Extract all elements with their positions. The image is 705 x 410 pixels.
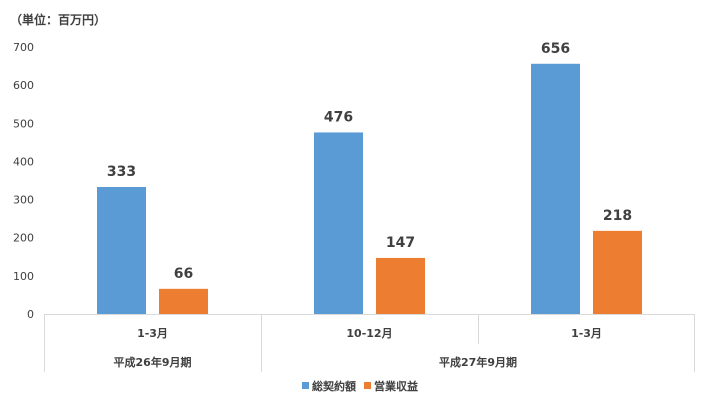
y-tick-label: 300	[13, 194, 34, 207]
data-label: 656	[541, 41, 570, 57]
x-axis	[44, 314, 695, 372]
group-label: 平成27年9月期	[439, 355, 517, 369]
bar-operating-revenue	[593, 230, 642, 314]
data-labels: 333 66 476 147 656 218	[107, 41, 632, 282]
group-label: 平成26年9月期	[114, 355, 192, 369]
data-label: 476	[324, 109, 353, 125]
y-tick-label: 100	[13, 270, 34, 283]
bar-operating-revenue	[159, 288, 208, 314]
bars	[97, 63, 642, 315]
legend-swatch	[302, 382, 309, 389]
bar-operating-revenue	[376, 257, 425, 314]
category-labels: 1-3月 10-12月 1-3月	[137, 327, 602, 340]
category-label: 10-12月	[346, 327, 392, 340]
y-axis-ticks: 0 100 200 300 400 500 600 700	[13, 41, 34, 321]
data-label: 218	[603, 208, 632, 224]
bar-total-contract	[314, 132, 363, 314]
bar-total-contract	[531, 63, 580, 315]
category-label: 1-3月	[137, 327, 168, 340]
legend-label: 営業収益	[374, 379, 418, 393]
y-tick-label: 700	[13, 41, 34, 54]
y-tick-label: 500	[13, 117, 34, 130]
data-label: 147	[386, 235, 415, 251]
y-tick-label: 400	[13, 155, 34, 168]
y-tick-label: 0	[27, 308, 34, 321]
group-labels: 平成26年9月期 平成27年9月期	[114, 355, 517, 369]
legend-swatch	[364, 382, 371, 389]
legend: 総契約額 営業収益	[302, 379, 418, 393]
legend-label: 総契約額	[312, 379, 356, 393]
bar-total-contract	[97, 186, 146, 314]
category-label: 1-3月	[571, 327, 602, 340]
y-tick-label: 200	[13, 232, 34, 245]
y-tick-label: 600	[13, 79, 34, 92]
data-label: 66	[174, 266, 193, 282]
unit-label: （単位：百万円）	[10, 12, 106, 27]
data-label: 333	[107, 164, 136, 180]
